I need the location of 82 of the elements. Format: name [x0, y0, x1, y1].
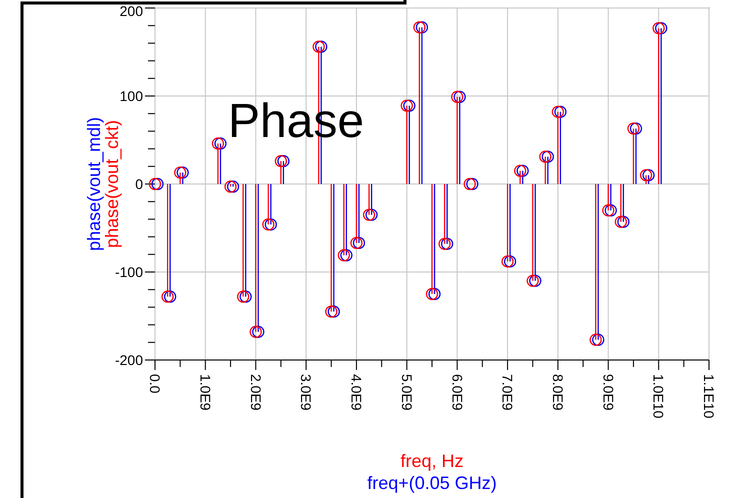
point	[161, 290, 174, 303]
x-tick-label: 0.0	[147, 374, 164, 394]
point	[504, 255, 516, 268]
point	[426, 288, 438, 300]
point	[614, 216, 627, 228]
point	[592, 334, 604, 346]
point	[627, 122, 640, 135]
x-tick-label: 9.0E9	[600, 374, 616, 411]
point	[164, 290, 176, 303]
point	[400, 100, 413, 112]
x-tick-label: 8.0E9	[550, 374, 566, 411]
point	[362, 208, 376, 221]
point	[240, 290, 252, 303]
point	[403, 100, 416, 112]
point	[542, 150, 554, 163]
point	[590, 334, 602, 346]
point	[602, 204, 614, 216]
text: freq+(0.05 GHz)	[367, 473, 497, 493]
point	[501, 255, 514, 268]
point	[552, 106, 564, 118]
point	[514, 164, 526, 177]
point	[554, 106, 567, 118]
x-tick-label: 3.0E9	[298, 374, 314, 411]
point	[441, 238, 454, 250]
point	[340, 249, 352, 262]
point	[151, 178, 164, 190]
x-tick-label: 6.0E9	[449, 374, 466, 411]
point	[526, 274, 539, 287]
x-tick-label: 2.0E9	[248, 374, 264, 411]
point	[315, 40, 328, 53]
point	[174, 166, 186, 179]
point	[652, 22, 665, 34]
point	[451, 90, 464, 103]
point	[416, 21, 428, 34]
y-tick-label: 0	[135, 176, 144, 192]
point	[630, 122, 642, 135]
point	[274, 155, 288, 168]
point	[640, 169, 652, 182]
point	[277, 155, 290, 168]
x-tick-label: 1.0E10	[650, 374, 667, 419]
x-tick-label: 1.0E9	[197, 374, 214, 411]
point	[539, 150, 552, 163]
point	[214, 137, 227, 150]
y-tick-label: -100	[114, 264, 144, 280]
y-tick-label: 100	[120, 88, 144, 104]
point	[176, 166, 189, 179]
point	[413, 21, 426, 34]
point	[338, 249, 350, 262]
x-tick-label: 5.0E9	[398, 374, 415, 411]
point	[428, 288, 441, 300]
point	[325, 306, 338, 318]
point	[250, 326, 262, 338]
point	[438, 238, 451, 250]
x-tick-label: 4.0E9	[348, 374, 365, 411]
point	[264, 218, 277, 231]
point	[365, 208, 378, 221]
point	[148, 178, 162, 190]
y-tick-label: -200	[114, 352, 144, 368]
x-tick-label: 7.0E9	[500, 374, 516, 411]
point	[642, 169, 655, 182]
point	[464, 178, 476, 190]
point	[655, 22, 668, 34]
text: phase(vout_mdl)	[84, 116, 104, 252]
point	[350, 236, 363, 250]
point	[237, 290, 250, 303]
point	[312, 40, 325, 53]
point	[516, 164, 529, 177]
point	[454, 90, 466, 103]
point	[352, 236, 366, 250]
point	[262, 218, 274, 231]
x-tick-label: 1.1E10	[701, 374, 718, 419]
point	[466, 178, 478, 190]
point	[529, 274, 542, 287]
x-axis-title: freq, Hz	[400, 451, 464, 471]
point	[328, 306, 340, 318]
point	[226, 180, 240, 193]
point	[252, 326, 264, 338]
point	[224, 180, 237, 193]
point	[604, 204, 617, 216]
point	[617, 216, 630, 228]
y-tick-label: 200	[120, 2, 144, 19]
point	[212, 137, 224, 150]
